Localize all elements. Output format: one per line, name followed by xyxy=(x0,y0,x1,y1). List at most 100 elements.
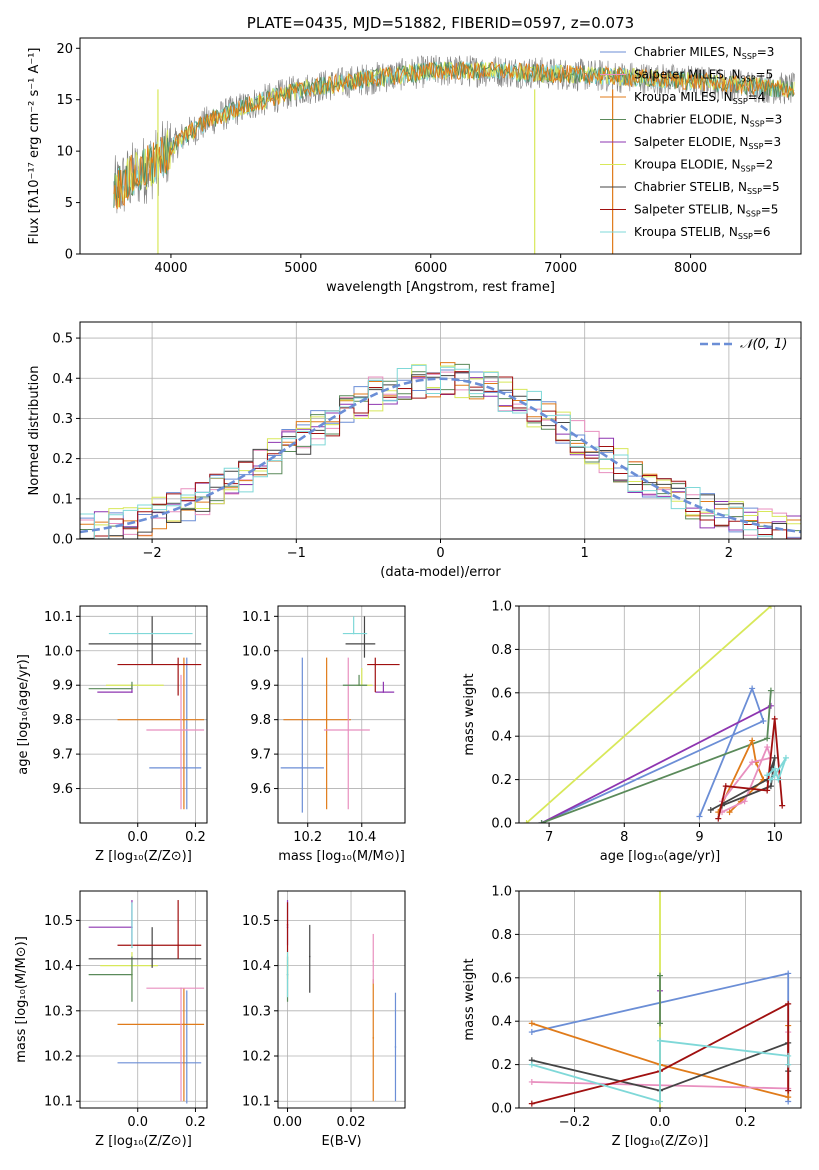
legend-label: Salpeter STELIB, NSSP=5 xyxy=(634,203,778,219)
y-tick-label: 0.2 xyxy=(52,452,73,467)
data-point xyxy=(177,663,179,666)
plot-area xyxy=(80,362,801,539)
x-tick-label: 6000 xyxy=(414,261,447,276)
series-marker xyxy=(764,735,771,742)
series-marker xyxy=(771,754,778,761)
series-marker xyxy=(767,687,774,694)
series-marker xyxy=(657,1105,663,1108)
x-tick-label: 0.00 xyxy=(273,1115,302,1130)
x-tick-label: 7000 xyxy=(544,261,577,276)
series-marker xyxy=(538,820,545,823)
y-tick-label: 0.0 xyxy=(491,817,512,832)
chart-mw_vs_age: 7 8 9 10 0.0 0.2 0.4 0.6 0.8 1.0 age [log₁₀(age/yr… xyxy=(462,600,802,864)
axes-frame xyxy=(79,890,208,1109)
series-line xyxy=(541,690,772,823)
y-tick-label: 9.8 xyxy=(250,713,271,728)
data-point xyxy=(363,643,366,645)
y-tick-label: 0.3 xyxy=(52,412,73,427)
y-tick-label: 9.6 xyxy=(52,782,73,797)
data-point xyxy=(372,1037,375,1039)
data-point xyxy=(131,973,133,976)
chart-mass_vs_z: 0.0 0.2 10.1 10.2 10.3 10.4 10.5 Z [log₁₀(Z/Z⊙)… xyxy=(14,890,208,1149)
series-marker xyxy=(722,783,729,790)
x-tick-label: 0.2 xyxy=(185,830,206,845)
y-tick-label: 9.8 xyxy=(52,713,73,728)
legend-label: Chabrier ELODIE, NSSP=3 xyxy=(634,113,782,129)
series-marker xyxy=(749,685,756,692)
x-tick-label: −1 xyxy=(287,546,306,561)
y-tick-label: 10.1 xyxy=(242,610,271,625)
chart-age_vs_z: 0.0 0.2 9.6 9.7 9.8 9.9 10.0 10.1 Z [log₁₀(Z/Z⊙)… xyxy=(16,605,208,864)
y-tick-label: 10.3 xyxy=(44,1004,73,1019)
x-tick-label: 8000 xyxy=(674,261,707,276)
series-marker xyxy=(785,1094,792,1101)
series-marker xyxy=(771,772,778,779)
series-marker xyxy=(764,744,771,751)
data-point xyxy=(286,973,289,976)
data-point xyxy=(180,987,182,989)
x-axis-label: Z [log₁₀(Z/Z⊙)] xyxy=(95,849,192,864)
x-tick-label: 5000 xyxy=(284,261,317,276)
series-marker xyxy=(696,813,703,820)
y-tick-label: 15 xyxy=(56,93,73,108)
y-tick-label: 10.4 xyxy=(242,959,271,974)
legend-label: Salpeter ELODIE, NSSP=3 xyxy=(634,135,781,151)
series-marker xyxy=(785,1087,792,1094)
series-marker xyxy=(767,776,774,783)
normal-curve xyxy=(80,377,801,534)
y-tick-label: 0.6 xyxy=(491,971,512,986)
axes-frame xyxy=(79,37,802,255)
series-marker xyxy=(785,1052,792,1059)
series-line xyxy=(531,1002,790,1105)
data-point xyxy=(347,729,350,731)
data-point xyxy=(151,958,153,960)
model-spectrum-line xyxy=(113,60,795,208)
plot-area xyxy=(280,616,400,813)
y-axis-label: mass weight xyxy=(462,673,477,755)
data-point xyxy=(151,632,153,635)
x-axis-label: mass [log₁₀(M/M⊙)] xyxy=(278,849,405,864)
series-marker xyxy=(785,1061,792,1068)
y-tick-label: 0.0 xyxy=(52,533,73,548)
data-point xyxy=(374,663,377,666)
y-tick-label: 10.2 xyxy=(242,1050,271,1065)
x-tick-label: −0.2 xyxy=(559,1115,591,1130)
y-tick-label: 0.4 xyxy=(491,1015,512,1030)
x-tick-label: −2 xyxy=(143,546,162,561)
y-tick-label: 0.0 xyxy=(491,1102,512,1117)
series-line xyxy=(721,744,773,813)
y-tick-label: 10.5 xyxy=(44,914,73,929)
y-tick-label: 10.0 xyxy=(242,644,271,659)
chart-age_vs_mass: 10.2 10.4 9.6 9.7 9.8 9.9 10.0 10.1 mass [log₁₀(… xyxy=(242,605,406,864)
data-point xyxy=(358,684,360,687)
legend: Chabrier MILES, NSSP=3 Salpeter MILES, NS… xyxy=(600,45,782,241)
x-tick-label: 7 xyxy=(545,830,553,845)
x-tick-label: 4000 xyxy=(154,261,187,276)
series-marker xyxy=(657,1037,663,1044)
y-tick-label: 10 xyxy=(56,145,73,160)
x-tick-label: 9 xyxy=(695,830,703,845)
y-tick-label: 0.5 xyxy=(52,332,73,347)
y-tick-label: 0.2 xyxy=(491,1058,512,1073)
series-marker xyxy=(767,783,774,790)
plot-area xyxy=(113,55,795,254)
y-tick-label: 9.7 xyxy=(250,748,271,763)
series-marker xyxy=(771,715,778,722)
y-tick-label: 9.6 xyxy=(250,782,271,797)
data-point xyxy=(308,955,311,958)
chart-residuals: −2 −1 0 1 2 0.0 0.1 0.2 0.3 0.4 0.5 (data-model)/er… xyxy=(27,321,802,580)
y-tick-label: 0 xyxy=(65,248,73,263)
histogram-step xyxy=(80,364,801,539)
data-point xyxy=(382,691,385,693)
chart-mw_vs_z: −0.2 0.0 0.2 0.0 0.2 0.4 0.6 0.8 1.0 Z [log₁₀(Z/Z… xyxy=(462,885,802,1149)
data-point xyxy=(131,946,133,949)
series-line xyxy=(541,704,772,823)
x-tick-label: 10.2 xyxy=(293,830,322,845)
series-marker xyxy=(785,970,792,977)
chart-title: PLATE=0435, MJD=51882, FIBERID=0597, z=0… xyxy=(247,14,634,32)
series-marker xyxy=(715,815,722,822)
series-marker xyxy=(749,759,756,766)
x-tick-label: 1 xyxy=(581,546,589,561)
x-tick-label: 2 xyxy=(725,546,733,561)
